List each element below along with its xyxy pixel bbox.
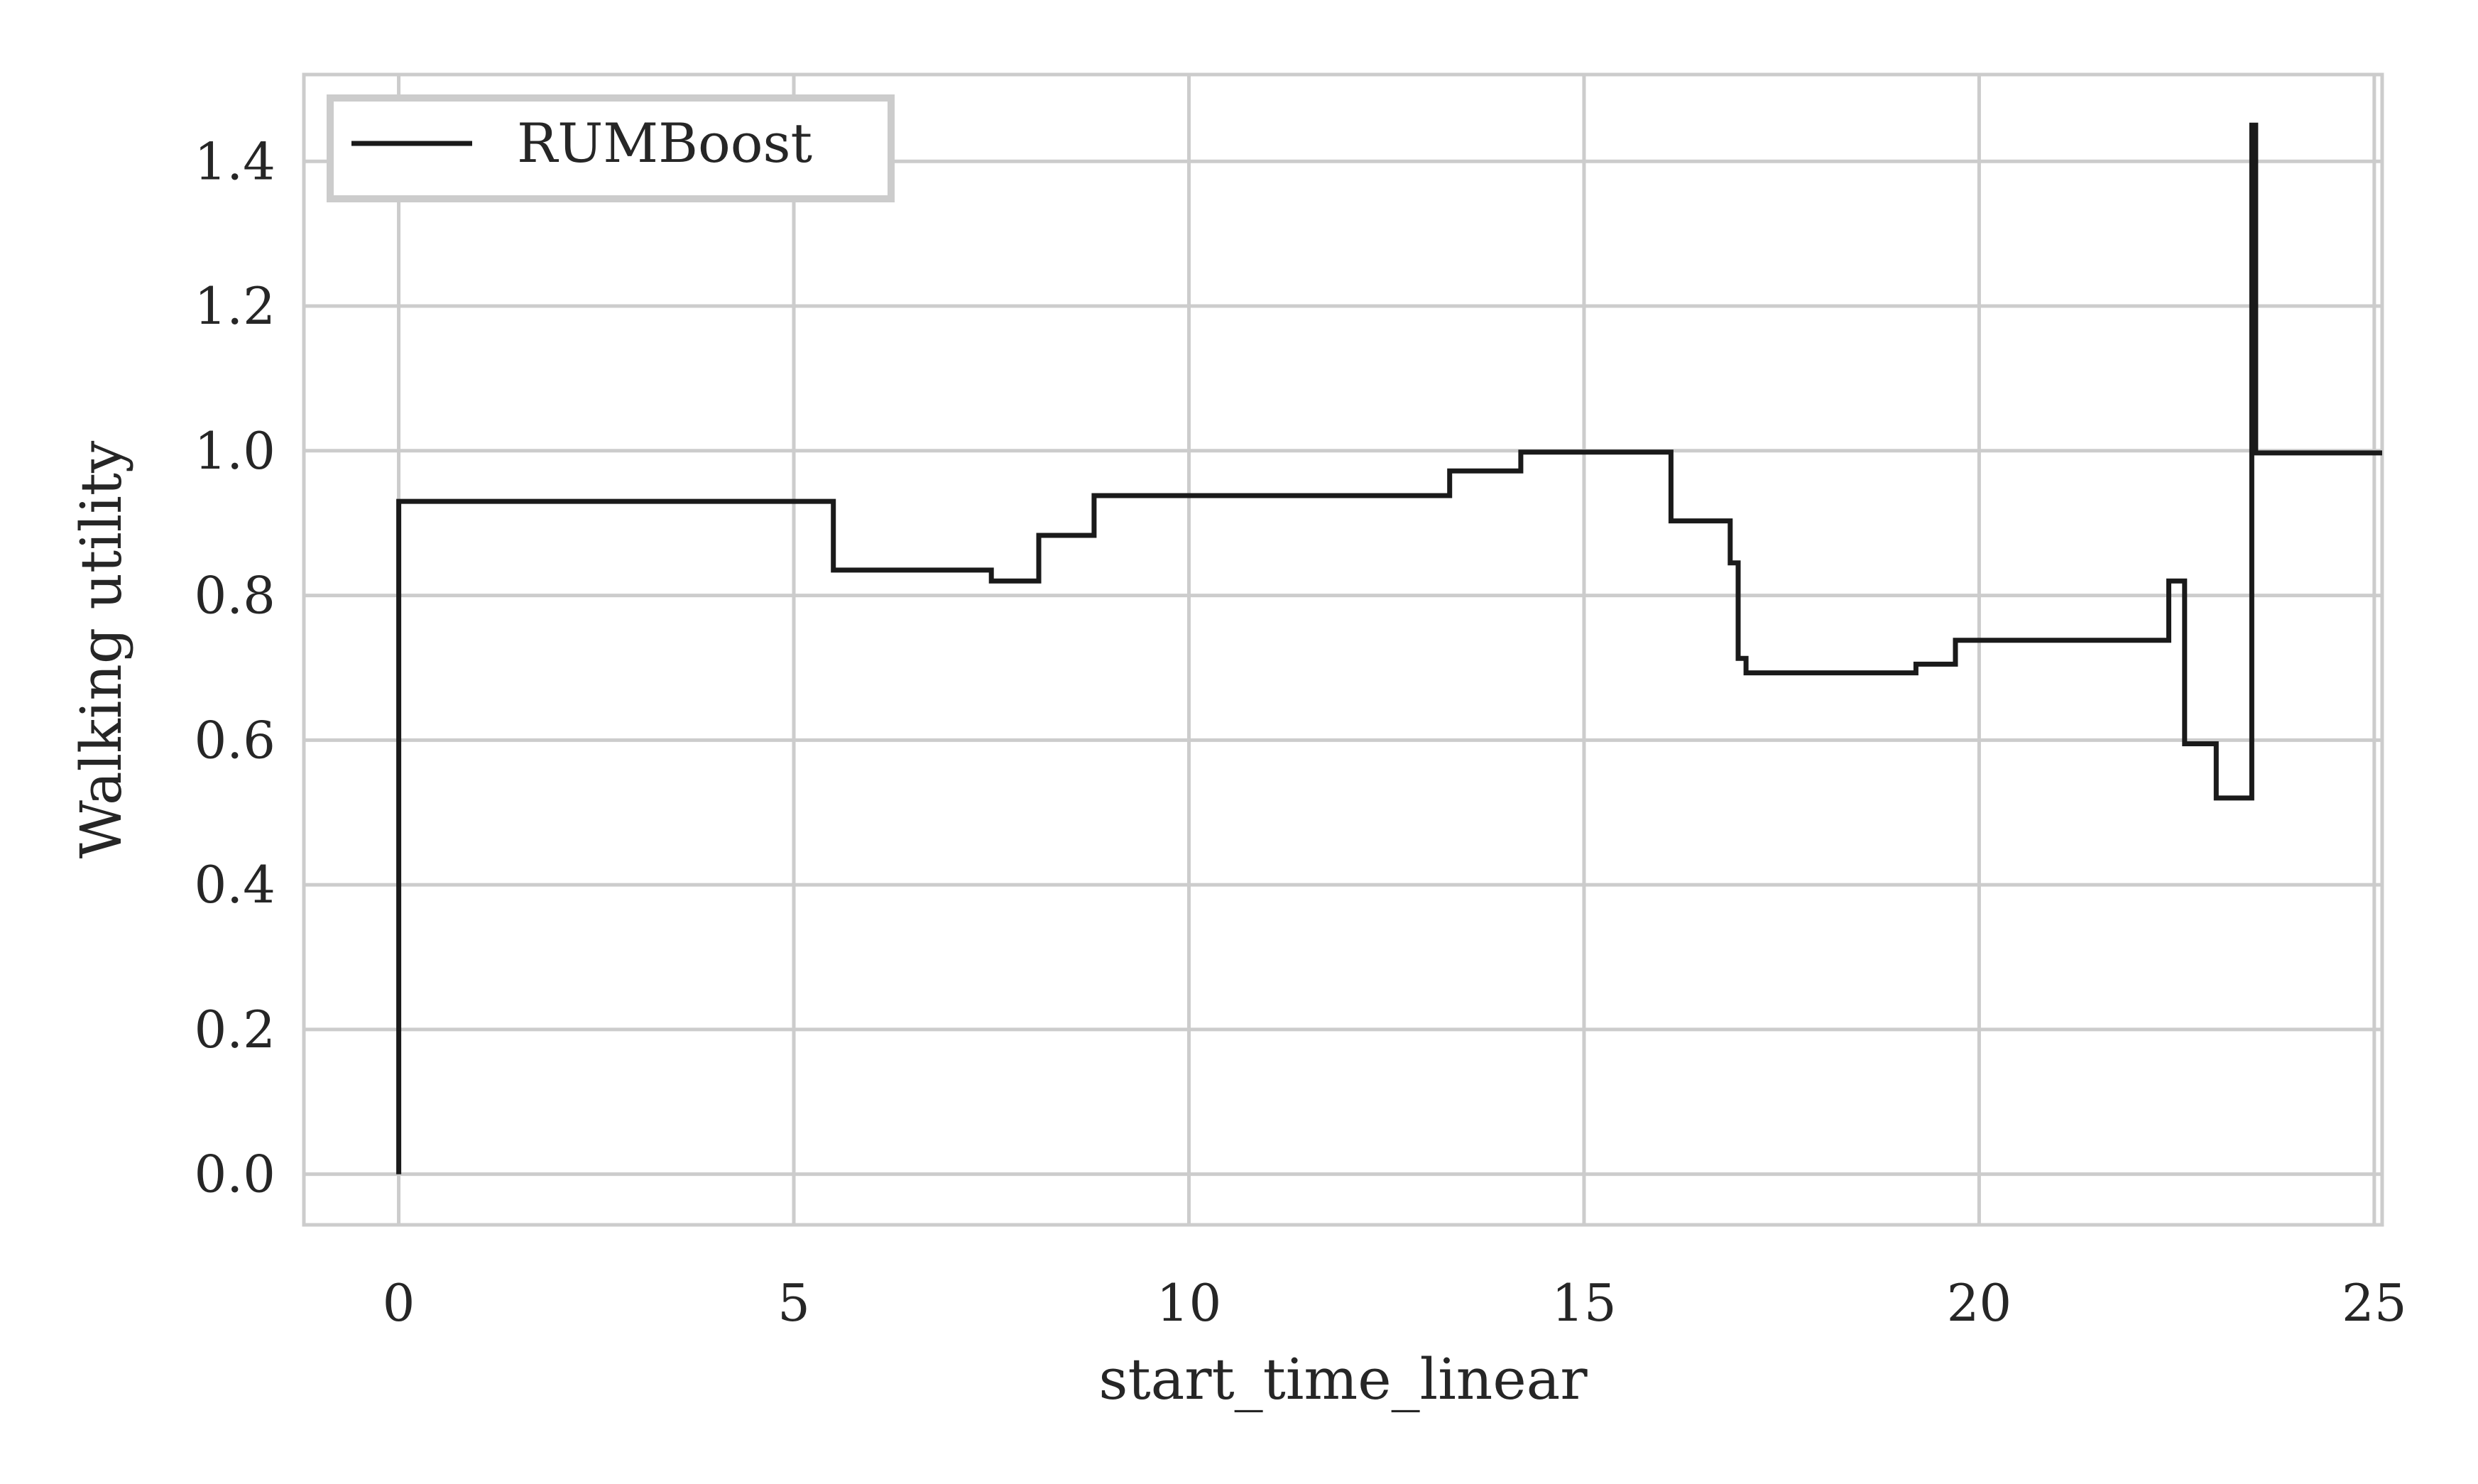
y-tick-labels: 0.0 0.2 0.4 0.6 0.8 1.0 1.2 1.4 <box>194 131 275 1204</box>
y-tick-label: 0.4 <box>194 855 275 915</box>
x-tick-label: 25 <box>2342 1273 2407 1333</box>
y-tick-label: 1.2 <box>194 276 275 336</box>
y-tick-label: 1.4 <box>194 131 275 191</box>
x-tick-label: 15 <box>1551 1273 1617 1333</box>
legend-label: RUMBoost <box>517 111 812 175</box>
y-tick-label: 0.8 <box>194 566 275 626</box>
y-tick-label: 0.6 <box>194 710 275 770</box>
x-tick-label: 0 <box>383 1273 415 1333</box>
x-axis-label: start_time_linear <box>1098 1346 1588 1412</box>
grid-layer <box>304 75 2382 1225</box>
plot-frame <box>302 72 2384 1227</box>
legend-box <box>327 94 895 202</box>
x-tick-labels: 0 5 10 15 20 25 <box>383 1273 2407 1333</box>
y-tick-label: 0.2 <box>194 1000 275 1059</box>
legend: RUMBoost <box>327 94 895 202</box>
y-axis-label: Walking utility <box>68 441 134 859</box>
y-tick-label: 1.0 <box>194 421 275 481</box>
series-line-rumboost <box>396 122 2382 1174</box>
data-layer <box>396 122 2382 1174</box>
x-tick-label: 5 <box>777 1273 810 1333</box>
x-tick-label: 20 <box>1947 1273 2012 1333</box>
y-tick-label: 0.0 <box>194 1145 275 1204</box>
x-tick-label: 10 <box>1157 1273 1222 1333</box>
